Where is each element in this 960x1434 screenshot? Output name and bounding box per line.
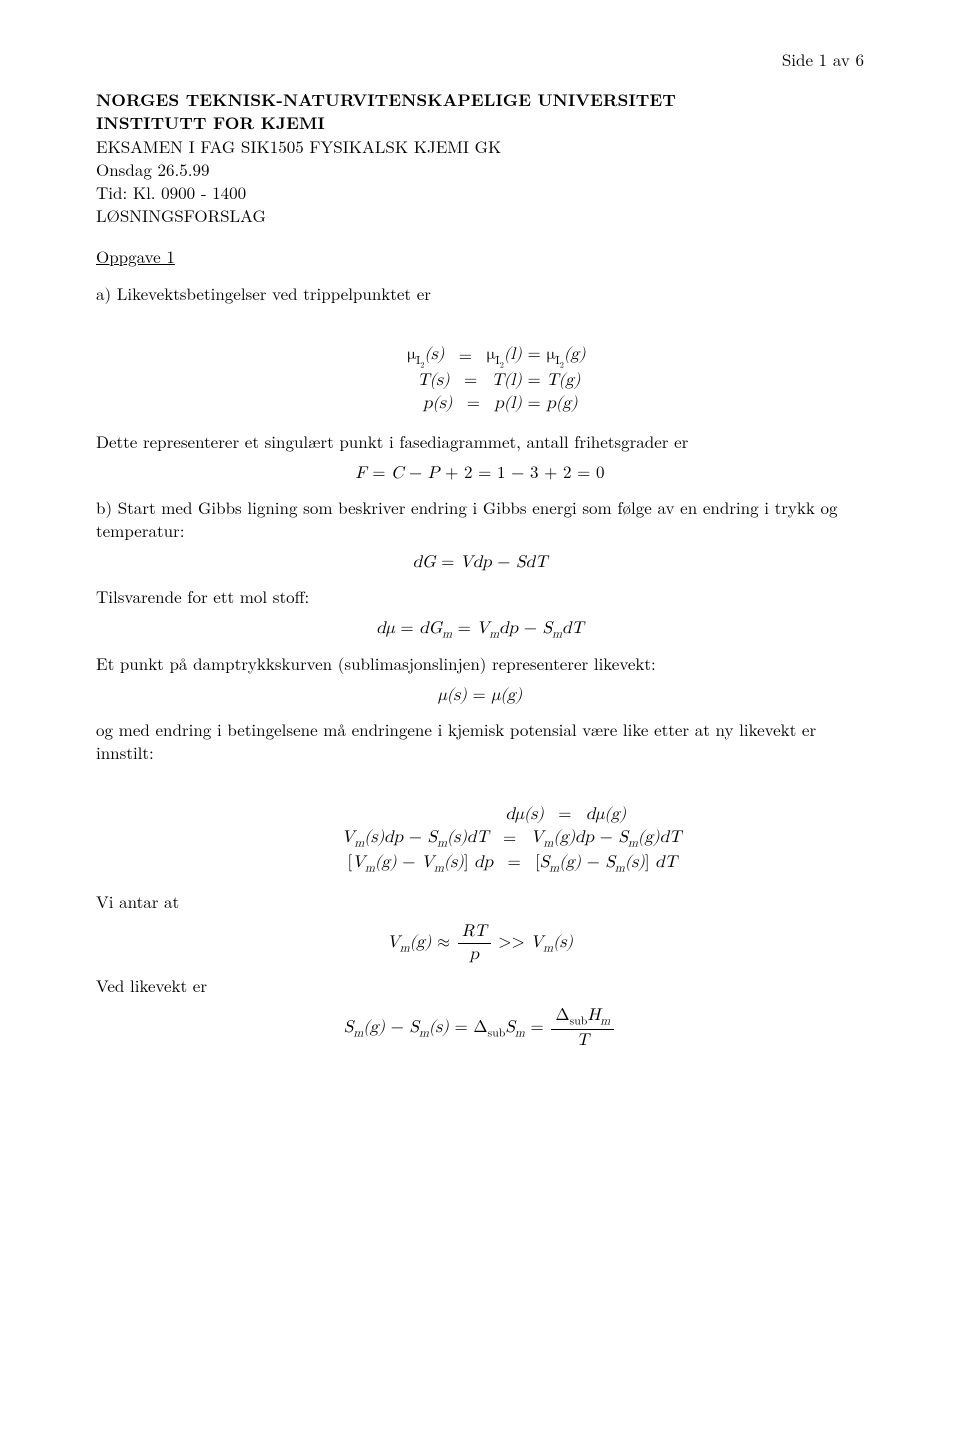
ved-likevekt-er: Ved likevekt er: [96, 974, 864, 997]
oppgave1-title: Oppgave 1: [96, 245, 864, 268]
eq-ideal-gas-approx: Vm(g) ≈ RT p >> Vm(s): [96, 923, 864, 964]
header-date: Onsdag 26.5.99: [96, 158, 864, 181]
eq1-r3-l: p(s): [382, 393, 462, 416]
eq8-den: T: [573, 1030, 593, 1050]
eq6-r3-l: [Vm(g) − Vm(s)] dp: [283, 852, 503, 876]
vi-antar-at: Vi antar at: [96, 890, 864, 913]
part-b-after2: Et punkt på damptrykkskurven (sublimasjo…: [96, 652, 864, 675]
header-university: NORGES TEKNISK-NATURVITENSKAPELIGE UNIVE…: [96, 89, 864, 112]
eq6-r2-r: Vm(g)dp − Sm(g)dT: [521, 827, 682, 851]
eq1-r2-r: T(l) = T(g): [482, 370, 581, 393]
eq-differential-equilibrium: dμ(s) = dμ(g) Vm(s)dp − Sm(s)dT = Vm(g)d…: [96, 804, 864, 876]
eq6-r2-m: =: [499, 828, 521, 851]
eq7-den: p: [466, 944, 483, 964]
page: Side 1 av 6 NORGES TEKNISK-NATURVITENSKA…: [0, 0, 960, 1434]
eq1-r2-l: T(s): [380, 370, 460, 393]
part-a-intro: a) Likevektsbetingelser ved trippelpunkt…: [96, 282, 864, 305]
eq1-r3-m: =: [462, 393, 484, 416]
eq-triple-point: μI2(s) = μI2(l) = μI2(g) T(s) = T(l) = T…: [96, 344, 864, 416]
eq6-r2-l: Vm(s)dp − Sm(s)dT: [279, 827, 499, 851]
part-b-after3: og med endring i betingelsene må endring…: [96, 718, 864, 764]
eq6-r1-l: dμ(s): [334, 804, 554, 827]
eq-molar-gibbs: dμ = dGm = Vmdp − SmdT: [96, 618, 864, 642]
eq1-r3-r: p(l) = p(g): [484, 393, 577, 416]
eq7-num: RT: [458, 923, 491, 944]
oppgave1-title-text: Oppgave 1: [96, 244, 175, 268]
part-b-after1: Tilsvarende for ett mol stoff:: [96, 585, 864, 608]
eq6-r1-r: dμ(g): [576, 804, 626, 827]
part-a-after1: Dette representerer et singulært punkt i…: [96, 430, 864, 453]
header-time: Tid: Kl. 0900 - 1400: [96, 181, 864, 204]
eq-gibbs: dG = Vdp − SdT: [96, 552, 864, 575]
page-number: Side 1 av 6: [96, 48, 864, 71]
eq1-r1-r: μI2(l) = μI2(g): [476, 344, 585, 370]
eq6-r3-r: [Sm(g) − Sm(s)] dT: [525, 852, 677, 876]
eq-equilibrium: μ(s) = μ(g): [96, 685, 864, 708]
eq1-r1-m: =: [454, 346, 476, 369]
header-solutions: LØSNINGSFORSLAG: [96, 204, 864, 227]
eq1-r2-m: =: [460, 370, 482, 393]
eq-entropy-sublimation: Sm(g) − Sm(s) = ΔsubSm = ΔsubHm T: [96, 1007, 864, 1051]
header-institute: INSTITUTT FOR KJEMI: [96, 112, 864, 135]
eq-phase-rule: F = C − P + 2 = 1 − 3 + 2 = 0: [96, 463, 864, 486]
part-b-intro: b) Start med Gibbs ligning som beskriver…: [96, 496, 864, 542]
eq1-r1-l: μI2(s): [374, 344, 454, 370]
eq6-r1-m: =: [554, 804, 576, 827]
header-exam: EKSAMEN I FAG SIK1505 FYSIKALSK KJEMI GK: [96, 135, 864, 158]
eq8-num: ΔsubHm: [551, 1007, 614, 1031]
eq6-r3-m: =: [503, 852, 525, 875]
